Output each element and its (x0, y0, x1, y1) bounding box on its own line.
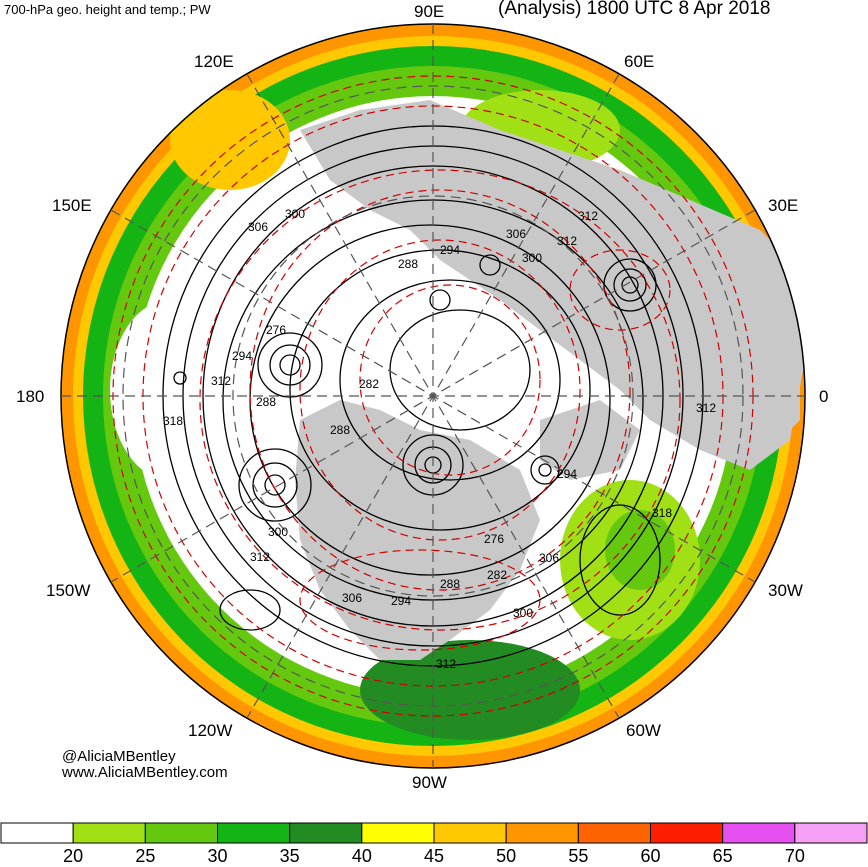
colorbar-tick-label: 60 (640, 846, 661, 866)
pw-patch-pacific-white (110, 300, 230, 480)
land-eurasia (300, 100, 805, 470)
contour-label: 294 (440, 243, 460, 257)
colorbar-tick-label: 25 (135, 846, 156, 866)
contour-label: 300 (522, 251, 542, 265)
contour-label: 294 (232, 349, 252, 363)
map-title: 700-hPa geo. height and temp.; PW (4, 2, 211, 17)
colorbar-tick-label: 65 (712, 846, 733, 866)
lon-label-150e: 150E (52, 196, 92, 215)
colorbar-swatch (0, 822, 74, 844)
lon-label-30w: 30W (768, 581, 803, 600)
colorbar-tick-label: 35 (279, 846, 300, 866)
contour-label: 312 (211, 374, 231, 388)
contour-label: 288 (256, 395, 276, 409)
contour-label: 282 (487, 568, 507, 582)
contour-label: 276 (266, 323, 286, 337)
lon-label-90e: 90E (414, 2, 445, 21)
land-greenland (540, 400, 640, 480)
lon-label-150w: 150W (46, 581, 91, 600)
lon-label-120e: 120E (194, 52, 234, 71)
colorbar-swatch (72, 822, 146, 844)
colorbar-tick-label: 30 (207, 846, 228, 866)
credit-website: www.AliciaMBentley.com (62, 764, 228, 781)
land-africa-europe (700, 300, 800, 460)
contour-label: 294 (391, 594, 411, 608)
colorbar-swatch (361, 822, 435, 844)
colorbar-swatch (722, 822, 796, 844)
lon-label-180: 180 (16, 387, 45, 406)
colorbar-tick-label: 45 (423, 846, 445, 866)
colorbar-tick-label: 70 (784, 846, 805, 866)
contour-label: 312 (696, 401, 716, 415)
lon-label-120w: 120W (188, 721, 233, 740)
contour-label: 306 (539, 551, 559, 565)
lon-label-90w: 90W (412, 773, 447, 792)
colorbar-swatch (433, 822, 507, 844)
lon-label-60w: 60W (626, 721, 661, 740)
contour-label: 312 (250, 550, 270, 564)
colorbar-tick-label: 55 (568, 846, 589, 866)
colorbar-swatch (505, 822, 579, 844)
lon-label-60e: 60E (624, 52, 655, 71)
contour-label: 282 (359, 377, 379, 391)
contour-label: 300 (268, 525, 288, 539)
lon-label-0: 0 (819, 387, 829, 406)
contour-label: 288 (440, 577, 460, 591)
colorbar-swatch (794, 822, 868, 844)
contour-label: 276 (484, 532, 504, 546)
colorbar-swatch (289, 822, 363, 844)
colorbar-swatch (577, 822, 651, 844)
colorbar-tick-label: 50 (496, 846, 517, 866)
analysis-time: (Analysis) 1800 UTC 8 Apr 2018 (498, 0, 771, 19)
contour-label: 318 (163, 414, 183, 428)
map-panel: 300 306 294 288 306 300 312 312 276 294 … (60, 23, 806, 769)
colorbar-tick-label: 20 (63, 846, 84, 866)
contour-label: 306 (342, 591, 362, 605)
contour-label: 294 (557, 467, 577, 481)
contour-label: 306 (248, 220, 268, 234)
pw-patch-atlantic-core (605, 510, 675, 590)
contour-label: 312 (436, 657, 456, 671)
contour-label-layer: 300 306 294 288 306 300 312 312 276 294 … (163, 207, 716, 671)
colorbar-swatch (144, 822, 218, 844)
pw-colorbar (0, 822, 868, 844)
colorbar-swatch (650, 822, 724, 844)
contour-label: 288 (330, 423, 350, 437)
credit-handle: @AliciaMBentley (62, 748, 176, 765)
colorbar-swatch (217, 822, 291, 844)
colorbar-tick-label: 40 (351, 846, 372, 866)
meridian-lines (61, 24, 805, 768)
pw-patch-northwest (170, 90, 290, 190)
contour-label: 318 (652, 506, 672, 520)
contour-label: 288 (398, 257, 418, 271)
latitude-circles (122, 85, 744, 707)
contour-label: 312 (578, 209, 598, 223)
contour-label: 312 (557, 234, 577, 248)
contour-label: 300 (285, 207, 305, 221)
contour-label: 300 (513, 606, 533, 620)
lon-label-30e: 30E (768, 196, 799, 215)
contour-label: 306 (506, 227, 526, 241)
